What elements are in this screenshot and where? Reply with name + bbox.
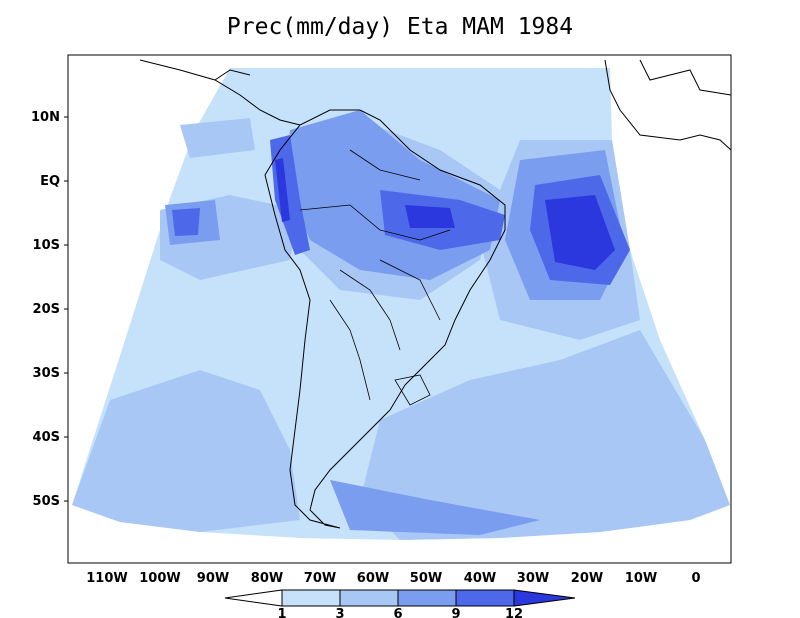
lat-label: 10N <box>31 110 60 125</box>
lat-label: 40S <box>33 430 60 445</box>
lat-label: 50S <box>33 494 60 509</box>
lon-label: 60W <box>357 571 389 586</box>
colorbar-segment <box>397 589 457 607</box>
colorbar-label: 12 <box>505 607 523 618</box>
lat-label: 20S <box>33 302 60 317</box>
lat-axis: 10N EQ 10S 20S 30S 40S 50S <box>31 110 68 509</box>
colorbar-label: 3 <box>335 607 344 618</box>
colorbar-segment <box>339 589 399 607</box>
lon-axis: 110W 100W 90W 80W 70W 60W 50W 40W 30W 20… <box>86 571 700 586</box>
lon-label: 20W <box>571 571 603 586</box>
lon-label: 50W <box>410 571 442 586</box>
lon-label: 80W <box>251 571 283 586</box>
lat-label: 30S <box>33 366 60 381</box>
lat-label: 10S <box>33 238 60 253</box>
lon-label: 110W <box>86 571 127 586</box>
lon-label: 0 <box>691 571 700 586</box>
colorbar-label: 9 <box>451 607 460 618</box>
lon-label: 10W <box>625 571 657 586</box>
lon-label: 70W <box>304 571 336 586</box>
precip-max <box>275 158 615 270</box>
colorbar-segment-high <box>513 589 576 607</box>
colorbar-label: 1 <box>277 607 286 618</box>
lat-label: EQ <box>40 174 60 189</box>
colorbar-segment <box>455 589 515 607</box>
lon-label: 90W <box>197 571 229 586</box>
colorbar-label: 6 <box>393 607 402 618</box>
lon-label: 30W <box>517 571 549 586</box>
colorbar-segment-low <box>224 589 283 607</box>
lon-label: 100W <box>139 571 180 586</box>
colorbar-segment <box>281 589 341 607</box>
lon-label: 40W <box>464 571 496 586</box>
country-borders <box>299 149 451 406</box>
map-title: Prec(mm/day) Eta MAM 1984 <box>226 14 574 40</box>
colorbar: 1 3 6 9 12 <box>224 589 576 618</box>
continent-outline <box>264 109 506 529</box>
central-america-outline <box>139 59 301 126</box>
africa-outline <box>604 59 732 151</box>
